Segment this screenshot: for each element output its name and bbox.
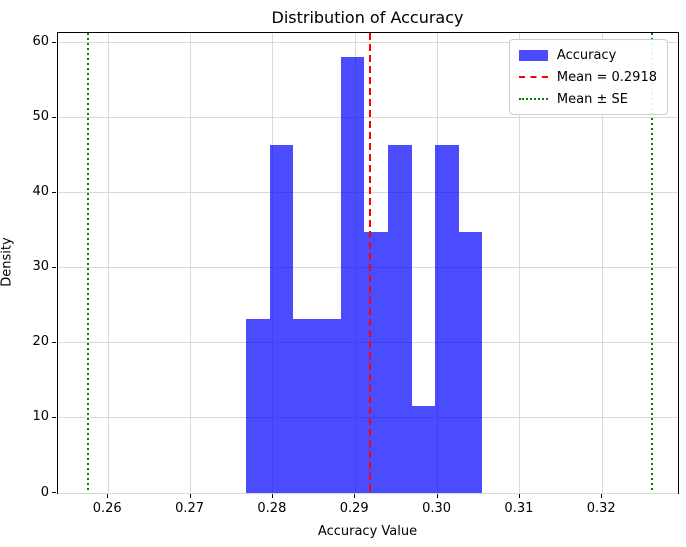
histogram-bar	[364, 231, 388, 493]
histogram-bar	[317, 318, 341, 493]
plot-area: Accuracy Mean = 0.2918 Mean ± SE	[57, 32, 679, 494]
y-tick-label: 20	[32, 334, 49, 350]
y-tick-mark	[52, 41, 56, 43]
x-tick-mark	[107, 494, 109, 498]
gridline-horizontal	[58, 192, 678, 194]
x-tick-label: 0.32	[586, 501, 616, 516]
legend-dotted-line-swatch	[518, 98, 548, 100]
y-tick-label: 10	[32, 409, 49, 425]
y-tick-mark	[52, 416, 56, 418]
y-tick-label: 40	[32, 184, 49, 200]
histogram-bar	[435, 144, 459, 493]
y-tick-label: 0	[40, 484, 49, 500]
mean-line	[369, 33, 372, 493]
x-tick-label: 0.29	[339, 501, 369, 516]
x-tick-mark	[436, 494, 438, 498]
gridline-vertical	[190, 33, 192, 493]
gridline-vertical	[601, 33, 603, 493]
histogram-bar	[412, 405, 435, 493]
legend-patch-swatch	[518, 49, 548, 61]
y-tick-label: 50	[32, 109, 49, 125]
gridline-horizontal	[58, 42, 678, 44]
gridline-horizontal	[58, 492, 678, 494]
legend-entry: Mean = 0.2918	[518, 69, 657, 85]
se-line	[650, 33, 653, 493]
x-tick-mark	[271, 494, 273, 498]
y-tick-label: 30	[32, 259, 49, 275]
legend-entry: Accuracy	[518, 47, 657, 63]
y-tick-label: 60	[32, 34, 49, 50]
x-tick-label: 0.30	[422, 501, 452, 516]
legend-label: Accuracy	[556, 47, 617, 63]
x-tick-mark	[601, 494, 603, 498]
x-tick-label: 0.31	[504, 501, 534, 516]
gridline-vertical	[519, 33, 521, 493]
histogram-bar	[388, 144, 412, 493]
histogram-bar	[341, 57, 364, 493]
legend-entry: Mean ± SE	[518, 91, 657, 107]
histogram-bar	[270, 144, 293, 493]
y-tick-mark	[52, 341, 56, 343]
histogram-bar	[293, 318, 317, 493]
x-axis-label: Accuracy Value	[317, 524, 418, 539]
legend: Accuracy Mean = 0.2918 Mean ± SE	[508, 39, 668, 115]
y-tick-mark	[52, 492, 56, 493]
x-tick-mark	[189, 494, 191, 498]
x-tick-label: 0.27	[175, 501, 205, 516]
y-tick-mark	[52, 266, 56, 268]
histogram-bar	[459, 231, 482, 493]
x-tick-mark	[518, 494, 520, 498]
legend-dashed-line-swatch	[518, 76, 548, 78]
se-line	[86, 33, 89, 493]
gridline-vertical	[107, 33, 109, 493]
y-tick-mark	[52, 116, 56, 118]
x-tick-label: 0.26	[92, 501, 122, 516]
y-tick-mark	[52, 191, 56, 193]
legend-label: Mean ± SE	[556, 91, 628, 107]
histogram-bar	[246, 318, 270, 493]
legend-label: Mean = 0.2918	[556, 69, 657, 85]
gridline-horizontal	[58, 117, 678, 119]
chart-title: Distribution of Accuracy	[271, 8, 464, 27]
x-tick-label: 0.28	[257, 501, 287, 516]
y-axis-label: Density	[0, 237, 15, 287]
x-tick-mark	[354, 494, 356, 498]
